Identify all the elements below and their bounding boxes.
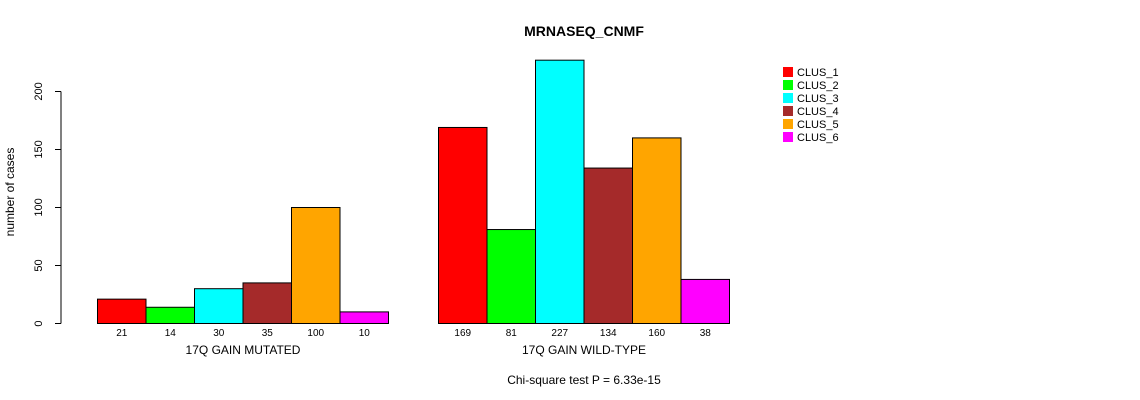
bar-count-label: 14	[165, 328, 177, 339]
bar-count-label: 227	[551, 328, 568, 339]
bar-count-label: 30	[213, 328, 225, 339]
bar-clus-4	[242, 282, 292, 324]
bar-clus-5	[632, 137, 682, 324]
bar-count-label: 169	[454, 328, 471, 339]
legend-swatch	[783, 106, 793, 116]
bar-clus-6	[339, 311, 389, 324]
bar-count-label: 10	[359, 328, 371, 339]
legend-swatch	[783, 119, 793, 129]
y-axis-label: number of cases	[3, 148, 17, 237]
y-tick-label: 100	[33, 198, 45, 216]
bar-count-label: 21	[116, 328, 128, 339]
bar-clus-2	[486, 229, 536, 324]
legend-swatch	[783, 80, 793, 90]
bars	[97, 59, 730, 325]
legend-label: CLUS_5	[797, 119, 839, 131]
bar-clus-4	[583, 167, 633, 324]
y-tick-label: 150	[33, 140, 45, 158]
bar-clus-2	[145, 306, 195, 325]
legend-label: CLUS_3	[797, 93, 839, 105]
bar-count-label: 100	[307, 328, 324, 339]
legend-label: CLUS_4	[797, 106, 839, 118]
legend-swatch	[783, 93, 793, 103]
count-labels: 21 14 30 35 100 10 169 81 227 134 160 38	[116, 328, 711, 339]
y-tick-label: 200	[33, 82, 45, 100]
chi-square-footnote: Chi-square test P = 6.33e-15	[507, 373, 661, 387]
y-tick-label: 50	[33, 259, 45, 271]
chart-title: MRNASEQ_CNMF	[524, 23, 644, 39]
bar-clus-5	[291, 207, 341, 324]
bar-clus-3	[194, 288, 244, 325]
legend-swatch	[783, 67, 793, 77]
group-label: 17Q GAIN MUTATED	[186, 343, 301, 357]
group-labels: 17Q GAIN MUTATED 17Q GAIN WILD-TYPE	[186, 343, 646, 357]
bar-clus-6	[680, 278, 730, 325]
bar-count-label: 160	[648, 328, 665, 339]
legend-label: CLUS_2	[797, 80, 839, 92]
bar-count-label: 134	[600, 328, 617, 339]
legend-label: CLUS_6	[797, 132, 839, 144]
y-axis: 0 50 100 150 200	[33, 82, 62, 327]
y-tick-label: 0	[33, 320, 45, 326]
bar-count-label: 35	[262, 328, 274, 339]
legend-label: CLUS_1	[797, 67, 839, 79]
legend-swatch	[783, 132, 793, 142]
bar-count-label: 38	[700, 328, 712, 339]
group-label: 17Q GAIN WILD-TYPE	[522, 343, 646, 357]
bar-clus-1	[438, 126, 488, 324]
bar-clus-3	[535, 59, 585, 325]
bar-clus-1	[97, 298, 147, 325]
bar-count-label: 81	[506, 328, 518, 339]
